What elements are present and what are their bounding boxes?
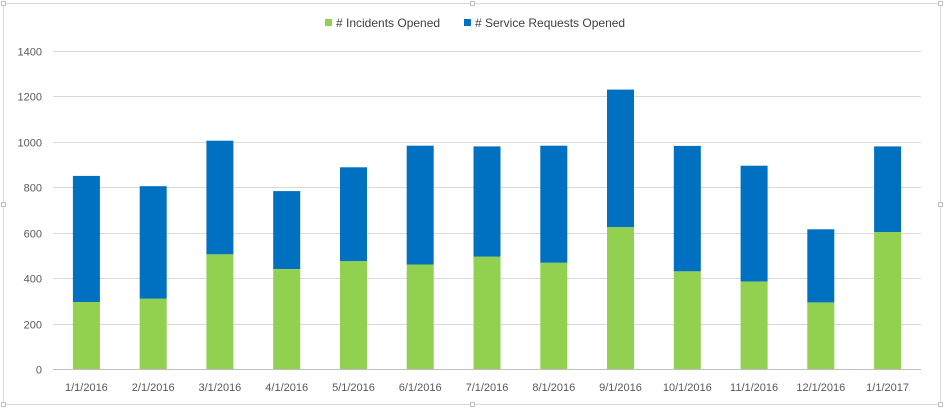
x-tick-label: 7/1/2016 (466, 382, 509, 394)
legend-label-service-requests: # Service Requests Opened (475, 16, 625, 30)
y-tick-label: 200 (24, 320, 42, 332)
x-tick-label: 3/1/2016 (198, 382, 241, 394)
x-tick-label: 12/1/2016 (796, 382, 845, 394)
bar-service-requests[interactable] (340, 167, 367, 262)
bar-incidents[interactable] (72, 302, 100, 369)
bar-service-requests[interactable] (473, 146, 501, 257)
bar-incidents[interactable] (673, 271, 701, 369)
bar-service-requests[interactable] (874, 146, 902, 232)
resize-handle-top-left[interactable] (1, 1, 6, 6)
bar-incidents[interactable] (340, 261, 367, 369)
bar-service-requests[interactable] (673, 145, 701, 272)
resize-handle-bottom-right[interactable] (938, 402, 943, 407)
x-axis: 1/1/2016 2/1/2016 3/1/2016 4/1/2016 5/1/2016… (65, 382, 909, 394)
bar-incidents[interactable] (540, 262, 568, 369)
x-tick-label: 8/1/2016 (532, 382, 575, 394)
y-tick-label: 1000 (18, 138, 42, 150)
bar-incidents[interactable] (273, 269, 301, 369)
bar-service-requests[interactable] (740, 165, 768, 282)
y-tick-label: 0 (36, 365, 42, 377)
y-tick-label: 400 (24, 274, 42, 286)
x-tick-label: 10/1/2016 (663, 382, 712, 394)
bar-incidents[interactable] (874, 232, 902, 369)
legend-swatch-service-requests (464, 19, 471, 26)
bar-service-requests[interactable] (273, 191, 301, 269)
y-tick-label: 1200 (18, 92, 42, 104)
x-tick-label: 6/1/2016 (399, 382, 442, 394)
y-axis: 0 200 400 600 800 1000 1200 1400 (18, 47, 42, 377)
bar-service-requests[interactable] (807, 229, 835, 303)
bar-incidents[interactable] (807, 302, 835, 369)
y-tick-label: 1400 (18, 47, 42, 59)
x-tick-label: 1/1/2017 (866, 382, 909, 394)
y-tick-label: 800 (24, 183, 42, 195)
bar-service-requests[interactable] (540, 145, 568, 263)
bar-incidents[interactable] (473, 256, 501, 369)
bar-incidents[interactable] (740, 281, 768, 369)
resize-handle-top[interactable] (470, 1, 475, 6)
bar-service-requests[interactable] (406, 145, 434, 265)
legend: # Incidents Opened # Service Requests Ope… (325, 16, 625, 30)
x-tick-label: 11/1/2016 (730, 382, 778, 394)
bar-incidents[interactable] (406, 264, 434, 370)
bar-service-requests[interactable] (607, 89, 634, 227)
bar-incidents[interactable] (607, 227, 634, 369)
x-tick-label: 4/1/2016 (265, 382, 308, 394)
x-tick-label: 1/1/2016 (65, 382, 108, 394)
resize-handle-top-right[interactable] (938, 1, 943, 6)
x-tick-label: 2/1/2016 (132, 382, 175, 394)
x-tick-label: 5/1/2016 (332, 382, 375, 394)
legend-swatch-incidents (325, 19, 332, 26)
bar-service-requests[interactable] (72, 175, 100, 302)
bar-incidents[interactable] (206, 254, 234, 369)
resize-handle-left[interactable] (1, 202, 6, 207)
x-tick-label: 9/1/2016 (599, 382, 642, 394)
bar-incidents[interactable] (139, 298, 167, 369)
bar-service-requests[interactable] (139, 186, 167, 299)
legend-label-incidents: # Incidents Opened (336, 16, 440, 30)
resize-handle-right[interactable] (938, 202, 943, 207)
bar-service-requests[interactable] (206, 140, 234, 255)
resize-handle-bottom-left[interactable] (1, 402, 6, 407)
resize-handle-bottom[interactable] (470, 402, 475, 407)
y-tick-label: 600 (24, 229, 42, 241)
plot-area[interactable] (72, 89, 902, 370)
